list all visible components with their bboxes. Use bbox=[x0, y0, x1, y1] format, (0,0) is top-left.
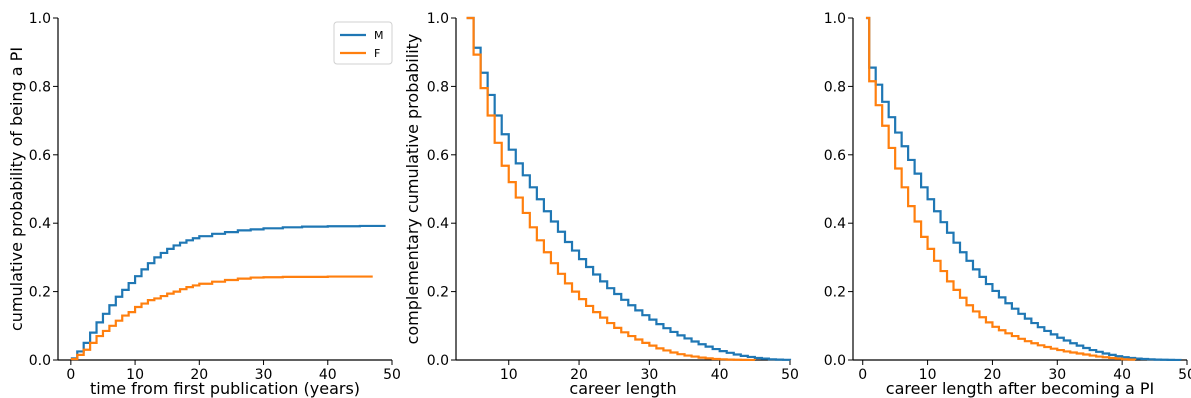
x-tick-label: 40 bbox=[1113, 367, 1131, 383]
x-tick-label: 10 bbox=[500, 367, 518, 383]
series-line-f bbox=[466, 16, 756, 362]
x-tick-label: 0 bbox=[858, 367, 867, 383]
x-tick-label: 40 bbox=[711, 367, 729, 383]
series-line-f bbox=[70, 275, 373, 361]
y-tick-label: 1.0 bbox=[824, 11, 846, 27]
series-line-m bbox=[865, 16, 1182, 362]
x-tick-label: 30 bbox=[1048, 367, 1066, 383]
panel-cumulative-pi: 0.0 0.2 0.4 0.6 0.8 1.0 0 10 20 30 40 50 time from f… bbox=[7, 11, 401, 398]
x-tick-label: 50 bbox=[781, 367, 799, 383]
series-line-m bbox=[70, 224, 386, 360]
y-tick-label: 0.2 bbox=[427, 285, 449, 301]
panel-career-after-pi: 0.0 0.2 0.4 0.6 0.8 1.0 0 10 20 30 40 50 career leng… bbox=[824, 11, 1191, 398]
x-tick-label: 10 bbox=[919, 367, 937, 383]
panel-career-length: 0.0 0.2 0.4 0.6 0.8 1.0 10 20 30 40 50 career lengt… bbox=[403, 11, 799, 398]
y-tick-label: 1.0 bbox=[427, 11, 449, 27]
y-tick-label: 1.0 bbox=[29, 11, 51, 27]
x-tick-label: 30 bbox=[640, 367, 658, 383]
y-tick-label: 0.0 bbox=[824, 353, 846, 369]
y-tick-label: 0.6 bbox=[427, 148, 449, 164]
y-tick-label: 0.4 bbox=[824, 216, 846, 232]
y-tick-label: 0.6 bbox=[29, 148, 51, 164]
x-axis-label: time from first publication (years) bbox=[90, 379, 360, 398]
y-tick-label: 0.4 bbox=[427, 216, 449, 232]
x-tick-label: 50 bbox=[383, 367, 401, 383]
x-tick-label: 50 bbox=[1178, 367, 1191, 383]
y-tick-label: 0.2 bbox=[824, 285, 846, 301]
x-axis-label: career length after becoming a PI bbox=[886, 379, 1154, 398]
y-tick-label: 0.8 bbox=[427, 79, 449, 95]
series-line-f bbox=[865, 16, 1137, 361]
x-axis-label: career length bbox=[569, 379, 676, 398]
y-tick-label: 0.2 bbox=[29, 285, 51, 301]
x-tick-label: 20 bbox=[984, 367, 1002, 383]
x-tick-label: 40 bbox=[319, 367, 337, 383]
legend-label-m: M bbox=[374, 29, 384, 42]
y-axis-label: cumulative probability of being a PI bbox=[7, 47, 26, 331]
y-tick-label: 0.4 bbox=[29, 216, 51, 232]
x-tick-label: 30 bbox=[255, 367, 273, 383]
series-line-m bbox=[466, 16, 792, 361]
y-tick-label: 0.6 bbox=[824, 148, 846, 164]
x-tick-label: 20 bbox=[570, 367, 588, 383]
legend-label-f: F bbox=[374, 47, 380, 60]
y-tick-label: 0.8 bbox=[29, 79, 51, 95]
y-tick-label: 0.0 bbox=[29, 353, 51, 369]
x-tick-label: 20 bbox=[190, 367, 208, 383]
x-tick-label: 0 bbox=[66, 367, 75, 383]
x-tick-label: 10 bbox=[126, 367, 144, 383]
y-tick-label: 0.0 bbox=[427, 353, 449, 369]
y-axis-label: complementary cumulative probability bbox=[403, 34, 422, 345]
y-tick-label: 0.8 bbox=[824, 79, 846, 95]
